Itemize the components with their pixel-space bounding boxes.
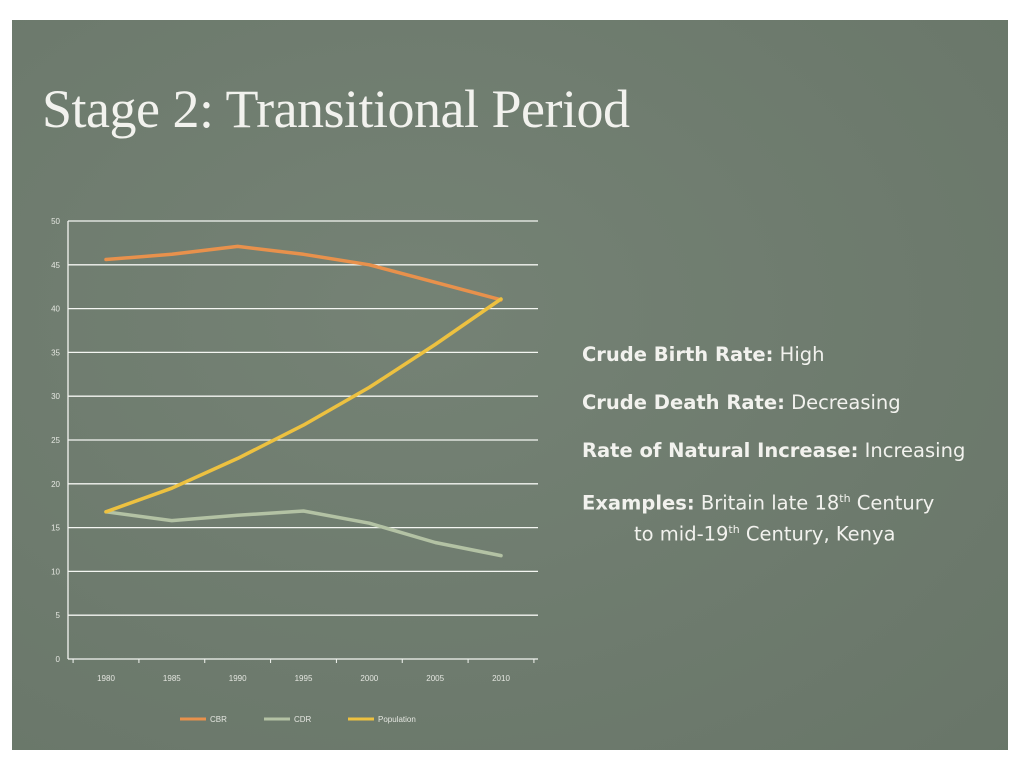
x-tick-label: 1985: [163, 674, 181, 683]
examples-second-line: to mid-19th Century, Kenya: [582, 517, 1002, 548]
y-tick-label: 5: [56, 611, 61, 620]
y-tick-label: 30: [51, 392, 60, 401]
birth-rate-label: Crude Birth Rate:: [582, 343, 774, 366]
x-tick-label: 2000: [360, 674, 378, 683]
series-line-population: [104, 297, 503, 514]
y-tick-label: 25: [51, 436, 60, 445]
x-tick-label: 2005: [426, 674, 444, 683]
chart-grid: [68, 220, 538, 616]
stage-info: Crude Birth Rate: High Crude Death Rate:…: [582, 342, 1002, 569]
death-rate-value: Decreasing: [791, 391, 901, 414]
y-tick-label: 50: [51, 217, 60, 226]
examples-text-2: Century: [850, 491, 935, 515]
y-tick-label: 0: [56, 655, 61, 664]
series-line-cbr: [104, 244, 503, 302]
chart-axes: 0 5 10 15 20 25 30 35 40 45 50 1980 1985 1990 1995 2000…: [51, 217, 538, 683]
y-tick-label: 15: [51, 524, 60, 533]
examples-label: Examples:: [582, 491, 695, 515]
death-rate-label: Crude Death Rate:: [582, 391, 785, 414]
y-tick-label: 40: [51, 305, 60, 314]
death-rate-line: Crude Death Rate: Decreasing: [582, 390, 1002, 416]
chart-legend: CBR CDR Population: [180, 715, 416, 724]
slide: Stage 2: Transitional Period 0 5 10 15 20 25 3…: [12, 20, 1008, 750]
line-chart: 0 5 10 15 20 25 30 35 40 45 50 1980 1985 1990 1995 2000…: [51, 217, 538, 724]
y-tick-label: 35: [51, 348, 60, 357]
legend-label: CBR: [210, 715, 227, 724]
natural-increase-value: Increasing: [864, 439, 966, 462]
x-tick-label: 2010: [492, 674, 510, 683]
examples-text-1: Britain late 18: [700, 491, 840, 515]
examples-superscript-2: th: [728, 522, 740, 536]
x-tick-label: 1980: [97, 674, 115, 683]
slide-title: Stage 2: Transitional Period: [42, 79, 630, 139]
legend-label: Population: [378, 715, 416, 724]
x-tick-label: 1995: [295, 674, 313, 683]
y-tick-label: 20: [51, 480, 60, 489]
legend-label: CDR: [294, 715, 312, 724]
natural-increase-label: Rate of Natural Increase:: [582, 439, 859, 462]
y-tick-label: 45: [51, 261, 60, 270]
birth-rate-line: Crude Birth Rate: High: [582, 342, 1002, 368]
natural-increase-line: Rate of Natural Increase: Increasing: [582, 438, 1002, 464]
birth-rate-value: High: [779, 343, 825, 366]
x-tick-label: 1990: [229, 674, 247, 683]
series-line-cdr: [104, 509, 503, 558]
examples-line: Examples: Britain late 18th Century to m…: [582, 486, 1002, 547]
chart-series: [104, 244, 503, 558]
examples-text-3: to mid-19: [634, 522, 729, 545]
examples-text-4: Century, Kenya: [739, 522, 896, 545]
y-tick-label: 10: [51, 567, 60, 576]
examples-superscript-1: th: [839, 492, 851, 505]
